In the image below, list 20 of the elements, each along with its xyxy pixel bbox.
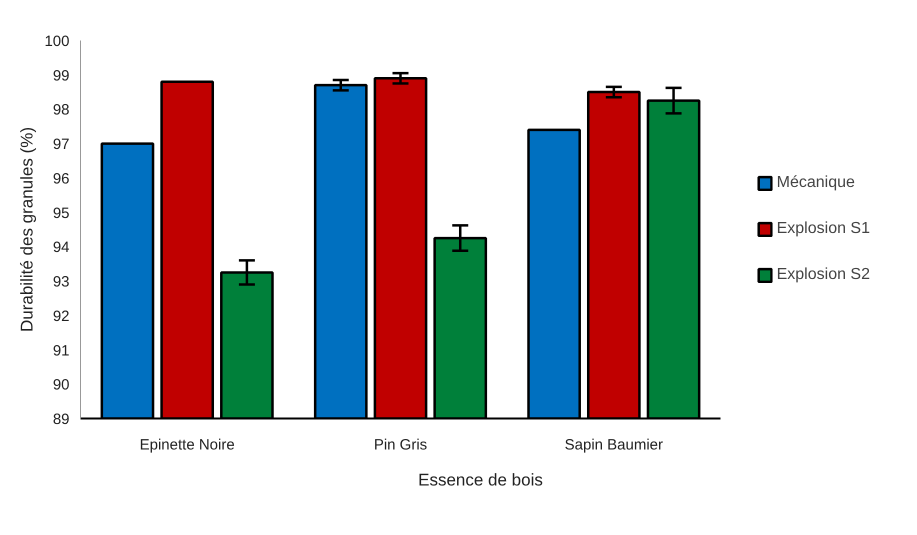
y-tick-label: 100 bbox=[44, 33, 70, 50]
x-tick-label: Pin Gris bbox=[374, 436, 428, 454]
x-axis-title: Essence de bois bbox=[418, 470, 543, 490]
y-tick-label: 96 bbox=[52, 170, 70, 188]
x-tick-label: Sapin Baumier bbox=[564, 436, 664, 454]
x-tick-label: Epinette Noire bbox=[140, 436, 235, 454]
legend-label: Mécanique bbox=[776, 174, 855, 192]
y-tick-label: 91 bbox=[52, 342, 70, 360]
legend-label: Explosion S1 bbox=[776, 220, 870, 238]
y-axis-title: Durabilité des granules (%) bbox=[17, 126, 36, 332]
y-tick-label: 92 bbox=[52, 308, 70, 325]
y-tick-label: 90 bbox=[52, 376, 70, 394]
y-tick-label: 95 bbox=[52, 204, 70, 222]
y-tick-label: 97 bbox=[52, 136, 70, 154]
y-tick-label: 89 bbox=[52, 411, 70, 428]
y-tick-label: 94 bbox=[52, 239, 70, 256]
y-tick-label: 93 bbox=[52, 274, 70, 291]
y-tick-label: 99 bbox=[52, 67, 70, 84]
y-tick-label: 98 bbox=[52, 102, 70, 119]
legend-label: Explosion S2 bbox=[776, 266, 870, 284]
